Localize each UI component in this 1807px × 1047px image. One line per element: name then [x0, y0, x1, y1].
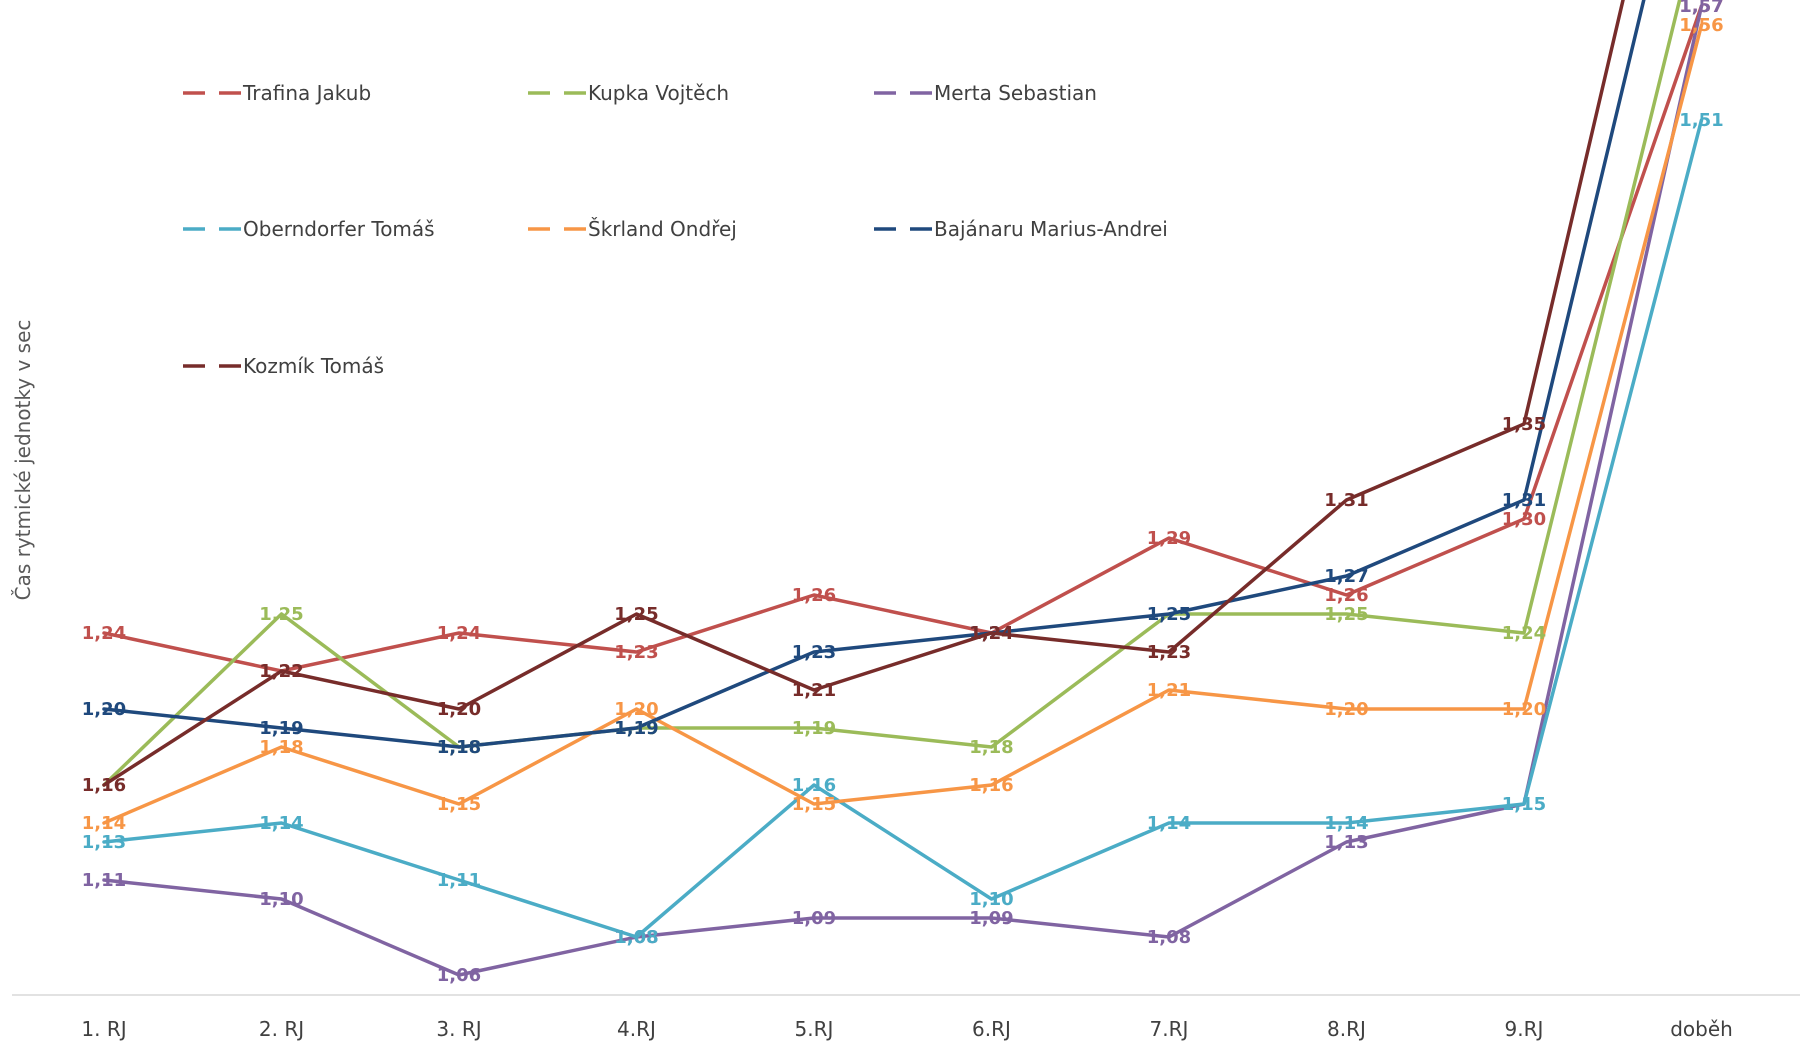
- data-label: 1,15: [437, 794, 481, 815]
- data-label: 1,27: [1324, 566, 1368, 587]
- series-line: [102, 4, 1704, 977]
- y-axis-label: Čas rytmické jednotky v sec: [11, 320, 35, 601]
- data-label: 1,23: [1147, 642, 1191, 663]
- data-label: 1,57: [1679, 0, 1723, 17]
- data-label: 1,14: [259, 813, 303, 834]
- data-label: 1,16: [969, 775, 1013, 796]
- data-label: 1,08: [1147, 927, 1191, 948]
- legend-entry: Kozmík Tomáš: [243, 354, 384, 378]
- data-label: 1,20: [437, 699, 481, 720]
- data-label: 1,31: [1324, 490, 1368, 511]
- legend-entry: Škrland Ondřej: [588, 217, 737, 241]
- data-label: 1,21: [792, 680, 836, 701]
- data-label: 1,29: [1147, 528, 1191, 549]
- data-label: 1,08: [614, 927, 658, 948]
- x-tick-label: doběh: [1670, 1017, 1733, 1041]
- legend-entry: Kupka Vojtěch: [588, 81, 729, 105]
- data-label: 1,24: [969, 623, 1013, 644]
- data-label-layer: 1,24 1,22 1,24 1,23 1,26 1,24 1,29 1,26 1,30 1,57…: [82, 0, 1724, 986]
- data-label: 1,13: [82, 832, 126, 853]
- data-label: 1,51: [1679, 110, 1723, 131]
- data-label: 1,14: [1147, 813, 1191, 834]
- data-label: 1,25: [614, 604, 658, 625]
- data-label: 1,15: [1502, 794, 1546, 815]
- legend: Trafina Jakub Kupka Vojtěch Merta Sebastia…: [183, 81, 1168, 378]
- data-label: 1,24: [82, 623, 126, 644]
- series-line: [102, 0, 1646, 749]
- series-line: [102, 4, 1704, 673]
- data-label: 1,20: [614, 699, 658, 720]
- data-label: 1,11: [437, 870, 481, 891]
- legend-entry: Trafina Jakub: [242, 81, 371, 105]
- x-tick-label: 6.RJ: [972, 1017, 1011, 1041]
- x-tick-layer: 1. RJ 2. RJ 3. RJ 4.RJ 5.RJ 6.RJ 7.RJ 8.RJ 9.RJ d…: [81, 1017, 1732, 1041]
- data-label: 1,18: [437, 737, 481, 758]
- data-label: 1,18: [437, 737, 481, 758]
- data-label: 1,24: [437, 623, 481, 644]
- data-label: 1,15: [792, 794, 836, 815]
- series-layer: [102, 0, 1704, 977]
- data-label: 1,24: [969, 623, 1013, 644]
- data-label: 1,35: [1502, 414, 1546, 435]
- data-label: 1,10: [969, 889, 1013, 910]
- x-tick-label: 7.RJ: [1150, 1017, 1189, 1041]
- legend-entry: Merta Sebastian: [934, 81, 1097, 105]
- x-tick-label: 5.RJ: [795, 1017, 834, 1041]
- data-label: 1,23: [614, 642, 658, 663]
- data-label: 1,24: [1502, 623, 1546, 644]
- data-label: 1,09: [969, 908, 1013, 929]
- series-line: [102, 118, 1704, 939]
- data-label: 1,13: [1324, 832, 1368, 853]
- data-label: 1,23: [792, 642, 836, 663]
- data-label: 1,19: [792, 718, 836, 739]
- data-label: 1,16: [792, 775, 836, 796]
- data-label: 1,08: [614, 927, 658, 948]
- series-line: [102, 0, 1682, 787]
- data-label: 1,24: [969, 623, 1013, 644]
- data-label: 1,25: [259, 604, 303, 625]
- x-tick-label: 9.RJ: [1505, 1017, 1544, 1041]
- data-label: 1,22: [259, 661, 303, 682]
- x-tick-label: 4.RJ: [617, 1017, 656, 1041]
- data-label: 1,31: [1502, 490, 1546, 511]
- legend-entry: Bajánaru Marius-Andrei: [934, 217, 1168, 241]
- data-label: 1,09: [792, 908, 836, 929]
- legend-entry: Oberndorfer Tomáš: [243, 217, 435, 241]
- data-label: 1,18: [969, 737, 1013, 758]
- series-line: [102, 23, 1704, 825]
- x-tick-label: 8.RJ: [1327, 1017, 1366, 1041]
- data-label: 1,18: [259, 737, 303, 758]
- x-tick-label: 2. RJ: [259, 1017, 304, 1041]
- data-label: 1,16: [82, 775, 126, 796]
- data-label: 1,21: [1147, 680, 1191, 701]
- data-label: 1,20: [1502, 699, 1546, 720]
- data-label: 1,19: [259, 718, 303, 739]
- series-line: [102, 0, 1625, 787]
- data-label: 1,25: [1324, 604, 1368, 625]
- data-label: 1,14: [82, 813, 126, 834]
- data-label: 1,26: [792, 585, 836, 606]
- data-label: 1,30: [1502, 509, 1546, 530]
- x-tick-label: 3. RJ: [436, 1017, 481, 1041]
- data-label: 1,56: [1679, 15, 1723, 36]
- data-label: 1,20: [82, 699, 126, 720]
- data-label: 1,22: [259, 661, 303, 682]
- data-label: 1,57: [1679, 0, 1723, 17]
- data-label: 1,19: [614, 718, 658, 739]
- data-label: 1,14: [1324, 813, 1368, 834]
- data-label: 1,20: [1324, 699, 1368, 720]
- x-tick-label: 1. RJ: [81, 1017, 126, 1041]
- data-label: 1,11: [82, 870, 126, 891]
- data-label: 1,06: [437, 965, 481, 986]
- data-label: 1,26: [1324, 585, 1368, 606]
- data-label: 1,25: [1147, 604, 1191, 625]
- data-label: 1,10: [259, 889, 303, 910]
- data-label: 1,19: [614, 718, 658, 739]
